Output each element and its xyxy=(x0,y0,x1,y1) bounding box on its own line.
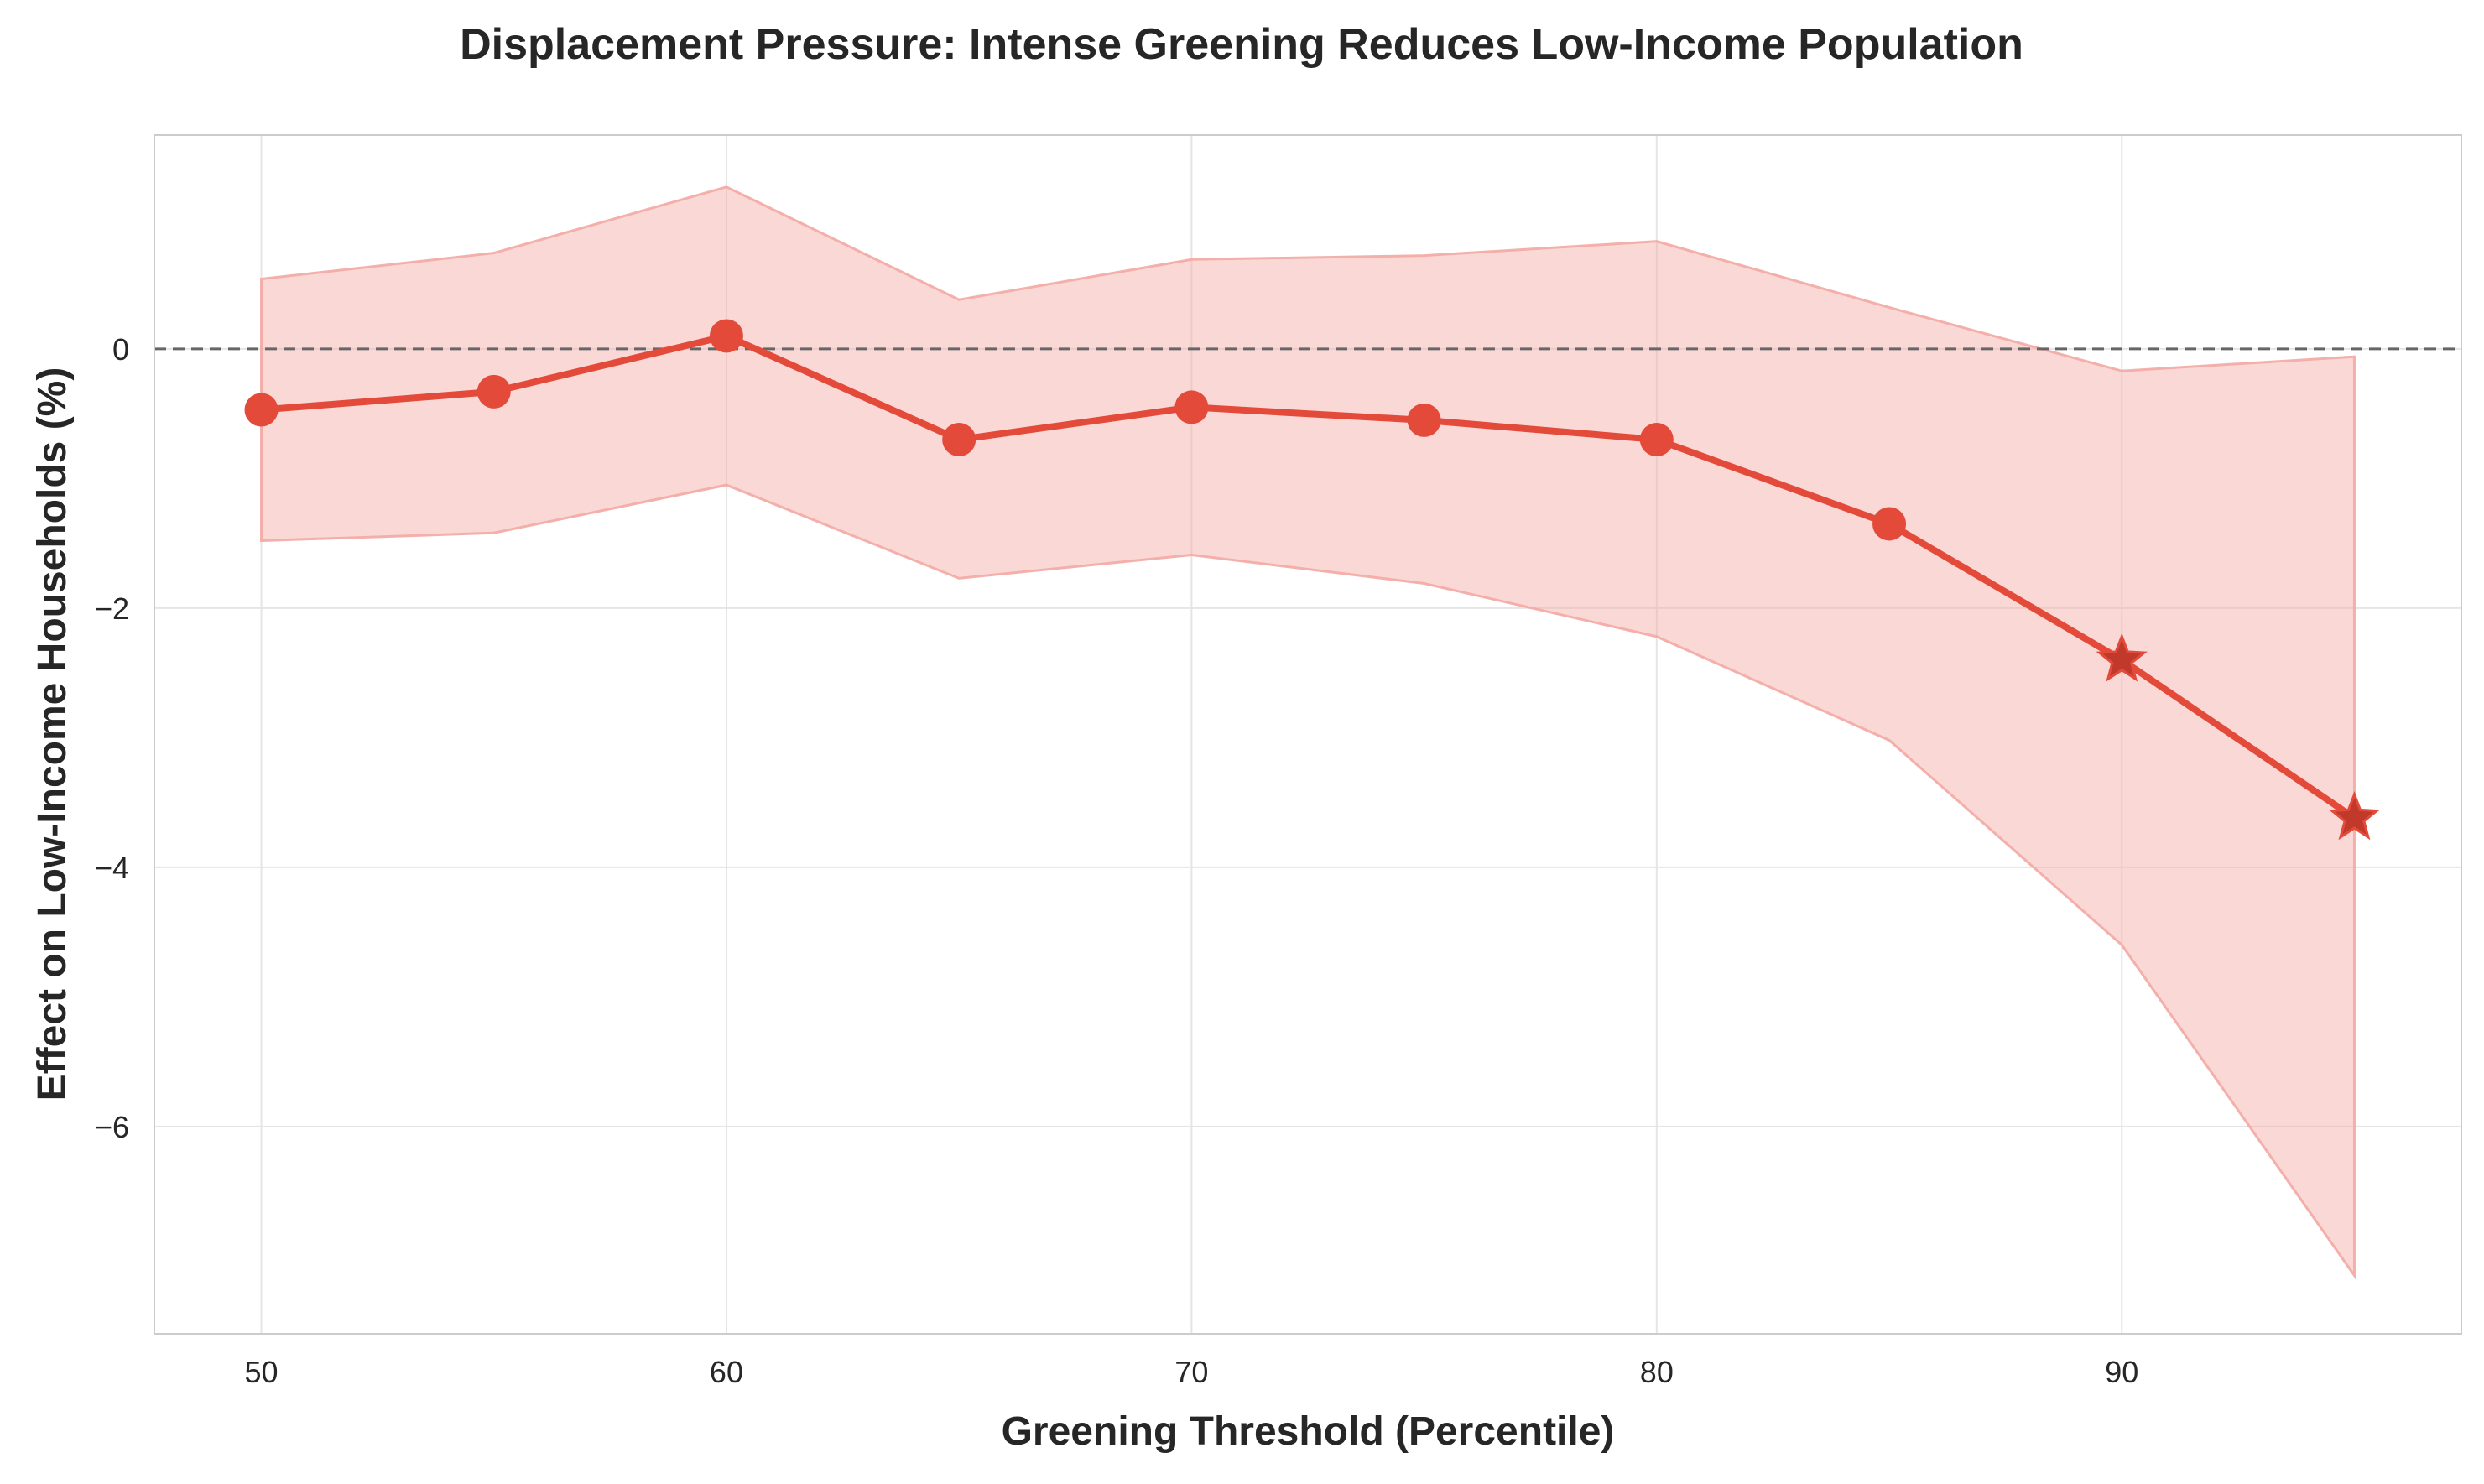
data-point-marker xyxy=(709,319,743,353)
data-point-markers xyxy=(244,319,2381,841)
confidence-band xyxy=(260,185,2356,1280)
data-point-marker xyxy=(1407,403,1441,437)
y-axis-ticks: 0 −2 −4 −6 xyxy=(95,332,129,1144)
y-tick-label: −6 xyxy=(95,1110,129,1144)
data-point-marker xyxy=(942,423,976,457)
confidence-band-area xyxy=(260,185,2356,1280)
x-tick-label: 70 xyxy=(1174,1355,1208,1389)
y-tick-label: 0 xyxy=(112,332,129,367)
y-tick-label: −4 xyxy=(95,851,129,885)
y-tick-label: −2 xyxy=(95,591,129,626)
y-axis-label: Effect on Low-Income Households (%) xyxy=(30,367,75,1101)
x-axis-label: Greening Threshold (Percentile) xyxy=(1002,1409,1615,1454)
plot-frame xyxy=(154,134,2462,1335)
x-tick-label: 60 xyxy=(710,1355,743,1389)
data-point-marker xyxy=(476,374,511,409)
series-line xyxy=(258,332,2358,822)
data-point-marker xyxy=(1174,390,1209,424)
data-point-star-marker xyxy=(2328,790,2381,841)
data-point-marker xyxy=(1872,507,1907,541)
chart-title: Displacement Pressure: Intense Greening … xyxy=(460,20,2023,69)
data-point-marker xyxy=(1639,423,1674,457)
series-0-line xyxy=(258,332,2358,822)
x-tick-label: 90 xyxy=(2105,1355,2138,1389)
x-tick-label: 80 xyxy=(1640,1355,1674,1389)
data-point-star-marker xyxy=(2096,633,2148,682)
data-point-marker xyxy=(244,393,279,427)
x-tick-label: 50 xyxy=(244,1355,278,1389)
x-axis-ticks: 50 60 70 80 90 xyxy=(244,1355,2138,1389)
